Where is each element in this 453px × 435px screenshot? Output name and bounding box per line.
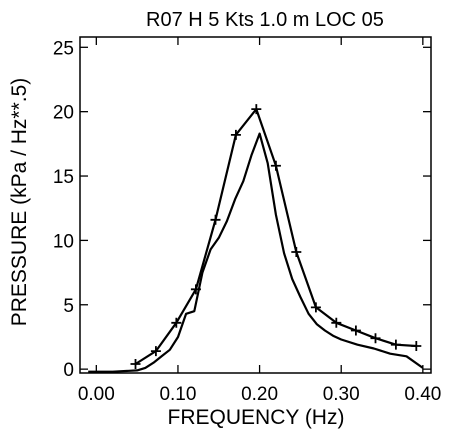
chart-title: R07 H 5 Kts 1.0 m LOC 05 [146, 9, 384, 31]
plus-marker [270, 160, 281, 171]
x-tick-label: 0.30 [323, 384, 360, 405]
plus-marker [171, 317, 182, 328]
x-tick-label: 0.20 [241, 384, 278, 405]
y-tick-label: 25 [53, 38, 74, 59]
plus-marker [230, 129, 241, 140]
plus-marker [331, 317, 342, 328]
x-axis-label: FREQUENCY (Hz) [168, 406, 345, 429]
plus-marker [310, 302, 321, 313]
data-series [88, 104, 424, 373]
plus-marker [251, 104, 262, 115]
plus-marker [411, 340, 422, 351]
plus-marker [390, 339, 401, 350]
plus-marker [350, 325, 361, 336]
y-tick-label: 15 [53, 167, 74, 188]
y-tick-label: 0 [63, 360, 74, 381]
plus-marker [150, 346, 161, 357]
y-tick-label: 20 [53, 103, 74, 124]
series-line-plain [88, 132, 424, 373]
plus-marker [210, 214, 221, 225]
y-tick-label: 5 [63, 296, 74, 317]
plus-marker [370, 333, 381, 344]
plus-marker [130, 358, 141, 369]
series-line-with-markers [134, 107, 417, 365]
x-tick-label: 0.00 [78, 384, 115, 405]
axis-ticks: 0.00 0.10 0.20 0.30 0.40 0 5 10 15 20 25 [53, 37, 441, 405]
x-tick-label: 0.10 [159, 384, 196, 405]
y-tick-label: 10 [53, 231, 74, 252]
x-tick-label: 0.40 [404, 384, 441, 405]
y-axis-label: PRESSURE (kPa / Hz**.5) [8, 78, 31, 327]
plot-frame [79, 36, 432, 374]
plus-marker [291, 246, 302, 257]
